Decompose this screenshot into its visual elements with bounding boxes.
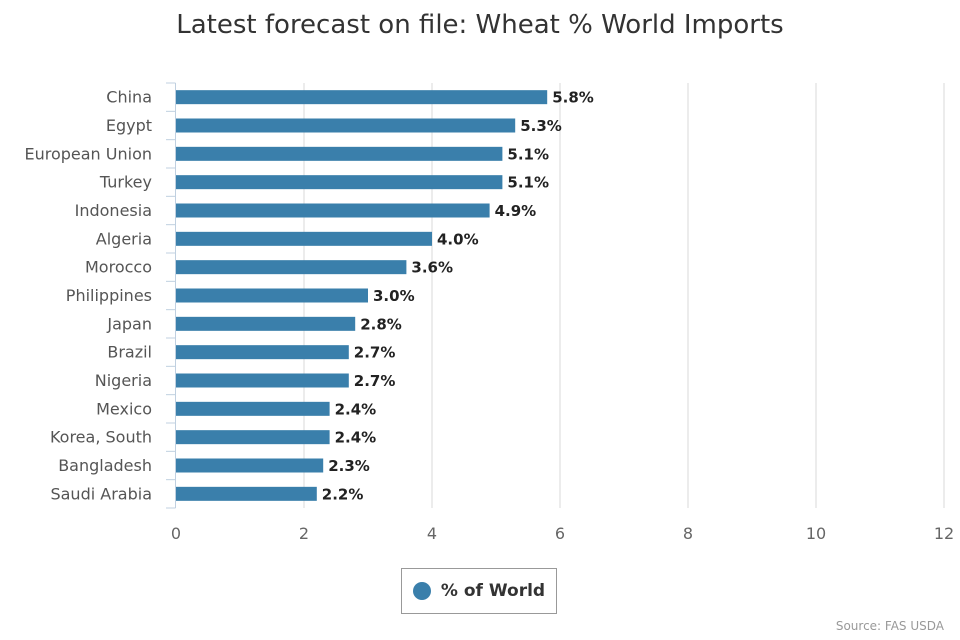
bar-turkey[interactable] [176,175,503,190]
bar-saudi-arabia[interactable] [176,486,317,501]
bar-brazil[interactable] [176,345,349,360]
x-tick-label: 6 [555,524,565,543]
data-label: 5.8% [552,89,594,107]
category-label: European Union [24,144,152,163]
data-label: 2.7% [354,372,396,390]
category-label: Morocco [85,258,152,277]
category-label: Korea, South [50,428,152,447]
category-label: Bangladesh [58,456,152,475]
bar-algeria[interactable] [176,231,432,246]
category-label: Egypt [106,116,152,135]
bar-indonesia[interactable] [176,203,490,218]
bar-bangladesh[interactable] [176,458,324,473]
x-tick-label: 0 [171,524,181,543]
bar-morocco[interactable] [176,260,407,275]
data-label: 5.1% [507,145,549,163]
category-label: Mexico [96,399,152,418]
legend-swatch [412,582,431,600]
category-label: Nigeria [95,371,152,390]
data-label: 2.8% [360,315,402,333]
bar-china[interactable] [176,90,548,105]
credit-text[interactable]: Source: FAS USDA [835,619,944,633]
x-tick-label: 12 [934,524,954,543]
bar-japan[interactable] [176,316,356,331]
x-tick-label: 4 [427,524,437,543]
legend-label: % of World [440,581,546,601]
x-tick-label: 10 [806,524,826,543]
x-tick-label: 8 [683,524,693,543]
data-label: 2.3% [328,457,370,475]
data-label: 2.2% [322,485,364,503]
bar-egypt[interactable] [176,118,516,133]
data-label: 2.4% [335,400,377,418]
category-label: Brazil [107,343,152,362]
data-label: 2.4% [335,429,377,447]
data-label: 3.6% [411,259,453,277]
data-label: 4.9% [495,202,537,220]
chart-title: Latest forecast on file: Wheat % World I… [176,10,784,40]
bar-nigeria[interactable] [176,373,349,388]
data-label: 2.7% [354,344,396,362]
category-label: China [106,88,152,107]
category-label: Algeria [96,229,152,248]
category-label: Indonesia [75,201,152,220]
category-label: Philippines [66,286,152,305]
x-tick-label: 2 [299,524,309,543]
bar-european-union[interactable] [176,146,503,161]
category-label: Turkey [99,173,152,192]
bar-korea-south[interactable] [176,430,330,445]
data-label: 3.0% [373,287,415,305]
category-label: Saudi Arabia [50,484,152,503]
category-label: Japan [106,314,152,333]
data-label: 5.1% [507,174,549,192]
legend[interactable]: % of World [401,568,557,614]
data-label: 4.0% [437,230,479,248]
data-label: 5.3% [520,117,562,135]
bar-mexico[interactable] [176,401,330,416]
bar-philippines[interactable] [176,288,368,303]
